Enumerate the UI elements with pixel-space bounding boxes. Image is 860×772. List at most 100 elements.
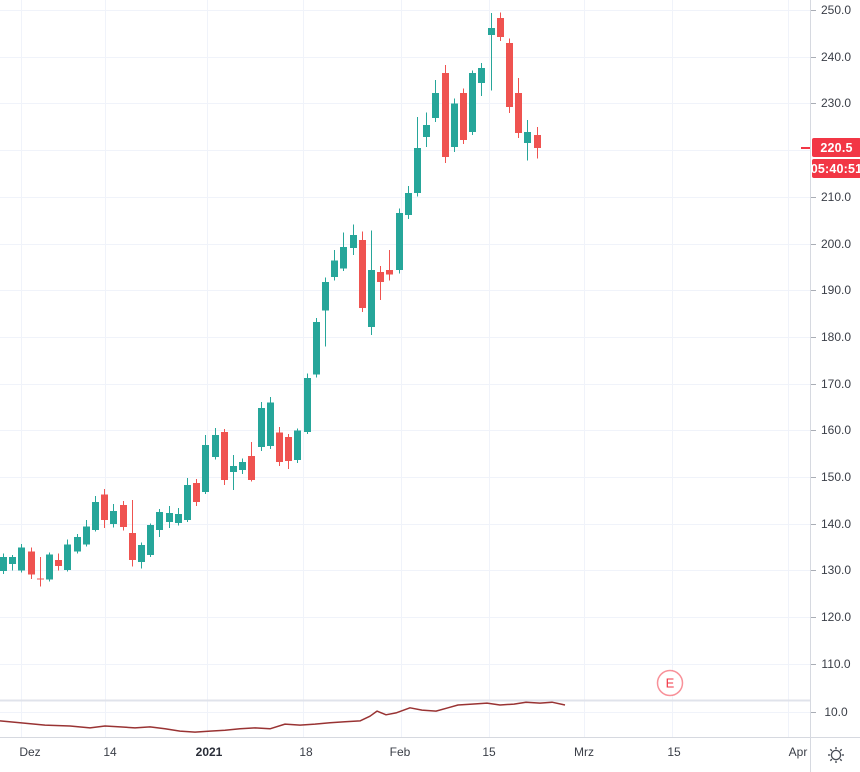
candle [120,500,127,531]
chart-svg: E [0,0,810,737]
candle [534,127,541,159]
price-tick-dash [811,477,816,478]
candle [423,112,430,147]
price-tick-label: 210.0 [820,190,852,204]
chart-canvas[interactable]: E [0,0,810,737]
candle [175,507,182,526]
price-tick-label: 120.0 [820,610,852,624]
candle [497,12,504,41]
time-tick-label: 2021 [195,745,223,759]
candle [0,553,7,575]
candle [377,265,384,301]
candle [386,250,393,281]
candle [304,373,311,435]
price-tick-label: 150.0 [820,470,852,484]
price-tick-label: 200.0 [820,237,852,251]
candle [74,533,81,554]
price-tick-dash [811,570,816,571]
price-tick-label: 140.0 [820,517,852,531]
candle [9,554,16,571]
time-axis[interactable]: Dez 14 2021 18 Feb 15 Mrz 15 Apr [0,737,860,772]
price-tick-label: 130.0 [820,563,852,577]
countdown-badge: 05:40:51 [810,159,860,178]
price-tick-dash [811,10,816,11]
price-tick-label: 110.0 [821,657,851,671]
candle [524,120,531,161]
price-tick-dash [811,57,816,58]
price-tick-label: 170.0 [820,377,852,391]
candle [322,277,329,347]
candle [515,78,522,138]
time-tick-label: Mrz [574,745,594,759]
candle [28,547,35,579]
price-tick-dash [811,617,816,618]
candle [46,552,53,582]
time-tick-label: 14 [103,745,117,759]
candle [442,65,449,164]
indicator-line [0,701,566,733]
candle [488,12,495,91]
time-tick-label: 15 [667,745,681,759]
price-tick-label: 190.0 [820,283,852,297]
candle [396,208,403,274]
candle [64,539,71,572]
candle [469,70,476,136]
candle [83,519,90,547]
price-tick-dash [811,337,816,338]
price-tick-label: 250.0 [820,3,852,17]
candle [55,553,62,571]
time-tick-label: 15 [482,745,496,759]
price-axis[interactable]: 250.0 240.0 230.0 210.0 200.0 190.0 180.0 170.0… [810,0,860,737]
candle [294,428,301,463]
earnings-marker[interactable]: E [656,669,684,697]
candle [193,478,200,506]
candle [166,505,173,528]
price-tick-label: 230.0 [820,96,852,110]
candle [451,98,458,152]
price-line-tick [801,147,810,149]
candle [92,496,99,532]
price-tick-label: 160.0 [820,423,852,437]
candle [331,250,338,281]
price-tick-dash [811,664,816,665]
price-tick-dash [811,524,816,525]
candle [184,477,191,522]
candles [0,12,541,587]
price-tick-dash [811,244,816,245]
countdown-value: 05:40:51 [810,161,860,176]
candle [101,489,108,528]
gridlines [0,0,810,737]
time-tick-label: Dez [19,745,41,759]
candle [276,427,283,466]
candle [359,231,366,313]
candle [248,441,255,482]
price-tick-dash [811,197,816,198]
candle [350,224,357,256]
candle [239,458,246,475]
candle [460,88,467,145]
candle [129,499,136,567]
candle [267,397,274,449]
axis-settings-gear-icon[interactable] [826,745,846,765]
candle [230,455,237,491]
candle [405,186,412,220]
time-tick-label: Apr [788,745,808,759]
candle [138,542,145,569]
candle [432,80,439,123]
candle [212,427,219,460]
candle [285,434,292,470]
time-tick-label: Feb [389,745,411,759]
candle [340,232,347,272]
last-price-value: 220.5 [820,140,853,155]
price-tick-dash [811,290,816,291]
candle [313,317,320,378]
candle [414,116,421,197]
price-tick-label: 240.0 [820,50,852,64]
svg-text:E: E [666,676,675,691]
price-tick-dash [811,430,816,431]
candle [18,543,25,573]
candle [221,428,228,485]
candle [147,523,154,557]
candle [110,504,117,528]
